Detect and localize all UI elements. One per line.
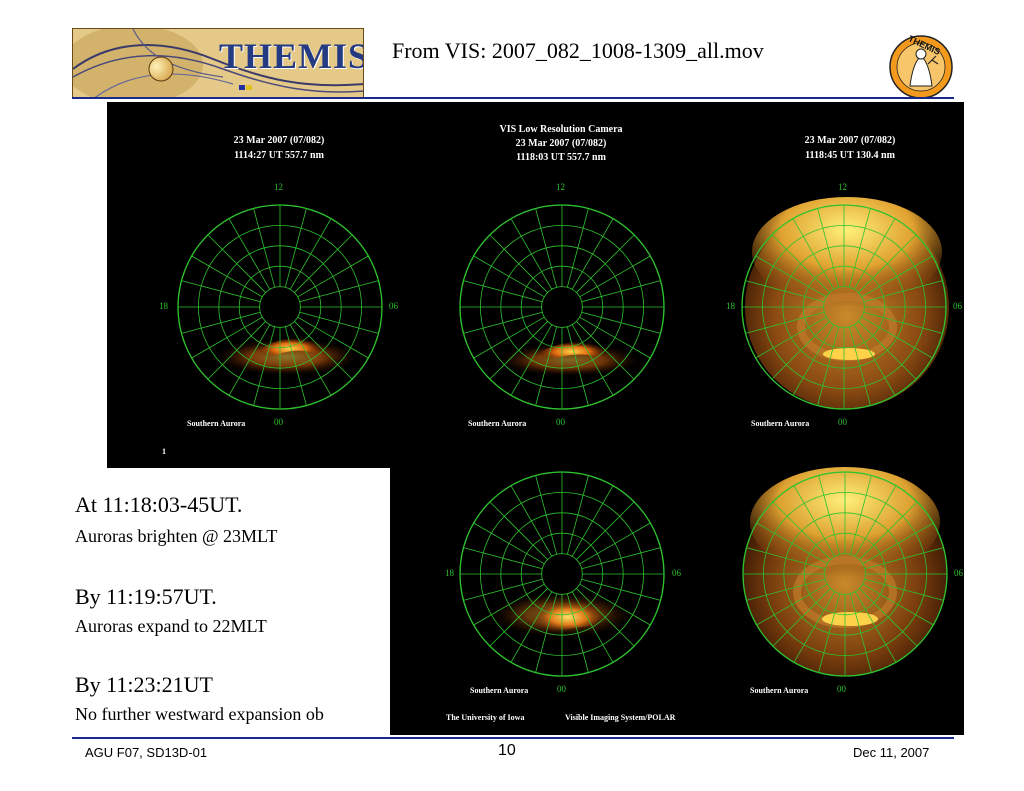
themis-badge-icon: THEMIS [889,34,953,99]
magnetosphere-graphic [73,29,363,97]
plot2-label-12: 12 [556,182,565,192]
aurora-polar-plots-top [177,192,964,410]
plot1-label-18: 18 [159,301,168,311]
aurora-image-row-top: 23 Mar 2007 (07/082) 1114:27 UT 557.7 nm… [107,102,964,468]
plot3-label-12: 12 [838,182,847,192]
themis-logo: THEMIS [72,28,364,98]
footer-date: Dec 11, 2007 [853,745,930,760]
polar-plot-3 [745,192,964,409]
plot3-label-18: 18 [726,301,735,311]
plot5-label-00: 00 [837,684,846,694]
page-number: 10 [498,742,516,759]
plot4-label-00: 00 [557,684,566,694]
plot1-label-06: 06 [389,301,398,311]
plot5-label-06: 06 [954,568,963,578]
header-rule [72,97,954,99]
logo-wordmark: THEMIS [219,36,364,76]
plot4-label-06: 06 [672,568,681,578]
aurora-polar-plots-bottom [459,467,964,677]
event-heading-1: At 11:18:03-45UT. [75,492,243,517]
plot3-time: 1118:45 UT 130.4 nm [805,150,895,161]
polar-grids-bottom [459,471,948,677]
plot2-time: 1118:03 UT 557.7 nm [516,152,606,163]
plot1-label-12: 12 [274,182,283,192]
plot1-label-00: 00 [274,417,283,427]
polar-grids-top [177,204,947,410]
event-note-2: Auroras expand to 22MLT [75,616,267,636]
plot2-date: 23 Mar 2007 (07/082) [515,138,607,149]
plot2-camera-title: VIS Low Resolution Camera [499,124,623,135]
slide-title: From VIS: 2007_082_1008-1309_all.mov [392,38,764,63]
plot5-southern-aurora: Southern Aurora [750,686,809,695]
plot3-southern-aurora: Southern Aurora [751,419,810,428]
polar-grid-2 [459,204,665,410]
polar-plot-1 [217,337,357,375]
polar-plot-2 [499,341,639,376]
footer-rule [72,737,954,739]
plot4-southern-aurora: Southern Aurora [470,686,529,695]
plot3-date: 23 Mar 2007 (07/082) [804,135,896,146]
polar-grid-5 [742,471,948,677]
aurora-image-row-bottom: 18 06 00 Southern Aurora The University … [390,467,964,735]
plot2-southern-aurora: Southern Aurora [468,419,527,428]
plot3-label-00: 00 [838,417,847,427]
plot1-southern-aurora: Southern Aurora [187,419,246,428]
event-heading-3: By 11:23:21UT [75,672,213,697]
footer-session: AGU F07, SD13D-01 [85,745,208,760]
image-credit-right: Visible Imaging System/POLAR [565,713,676,722]
plot2-label-00: 00 [556,417,565,427]
polar-grid-1 [177,204,383,410]
event-heading-2: By 11:19:57UT. [75,584,217,609]
plot3-label-06: 06 [953,301,962,311]
event-note-1: Auroras brighten @ 23MLT [75,526,278,546]
plot1-corner-label: 1 [162,447,166,456]
plot1-date: 23 Mar 2007 (07/082) [233,135,325,146]
image-credit-left: The University of Iowa [446,713,525,722]
plot1-time: 1114:27 UT 557.7 nm [234,150,324,161]
polar-grid-4 [459,471,665,677]
plot4-label-18: 18 [445,568,454,578]
polar-grid-3 [741,204,947,410]
event-note-3: No further westward expansion ob [75,704,324,724]
